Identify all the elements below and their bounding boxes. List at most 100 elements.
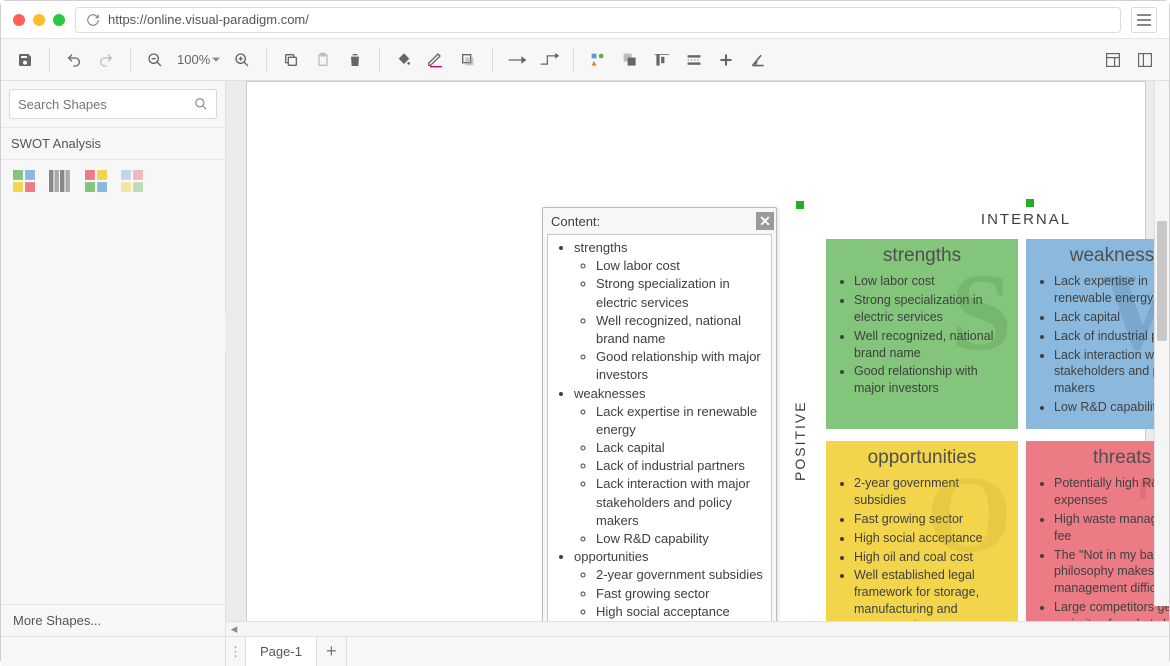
tree-item: Lack of industrial partners: [596, 457, 769, 475]
quadrant-opportunities[interactable]: O opportunities 2-year government subsid…: [826, 441, 1018, 621]
category-label[interactable]: SWOT Analysis: [1, 127, 225, 160]
chevron-down-icon: [212, 56, 220, 64]
fill-color-button[interactable]: [390, 46, 418, 74]
swot-shape-1[interactable]: [13, 170, 35, 192]
distribute-button[interactable]: [680, 46, 708, 74]
minimize-window-icon[interactable]: [33, 14, 45, 26]
shape-palette: [1, 160, 225, 202]
vertical-scrollbar-thumb[interactable]: [1157, 221, 1167, 341]
menu-icon[interactable]: [1131, 7, 1157, 33]
list-strengths: Low labor costStrong specialization in e…: [836, 273, 1008, 397]
quadrant-threats[interactable]: T threats Potentially high R&D expensesH…: [1026, 441, 1169, 621]
tree-item: High social acceptance: [596, 603, 769, 621]
tree-item: Fast growing sector: [596, 585, 769, 603]
to-front-button[interactable]: [616, 46, 644, 74]
quadrant-weaknesses[interactable]: W weaknesses Lack expertise in renewable…: [1026, 239, 1169, 429]
scroll-left-icon[interactable]: ◂: [228, 623, 240, 635]
list-item: The "Not in my backyard" philosophy make…: [1054, 547, 1169, 598]
tree-item: Good relationship with major investors: [596, 348, 769, 384]
more-shapes-button[interactable]: More Shapes...: [1, 604, 225, 636]
axis-positive: POSITIVE: [792, 241, 808, 621]
undo-button[interactable]: [60, 46, 88, 74]
title-strengths: strengths: [836, 245, 1008, 267]
delete-button[interactable]: [341, 46, 369, 74]
list-item: Lack capital: [1054, 309, 1169, 326]
shapes-sidebar: SWOT Analysis More Shapes...: [1, 81, 226, 636]
line-color-button[interactable]: [422, 46, 450, 74]
selection-handle[interactable]: [796, 201, 804, 209]
list-opportunities: 2-year government subsidiesFast growing …: [836, 475, 1008, 621]
paste-button[interactable]: [309, 46, 337, 74]
window-titlebar: https://online.visual-paradigm.com/: [1, 1, 1169, 39]
search-input[interactable]: [18, 97, 194, 112]
copy-button[interactable]: [277, 46, 305, 74]
list-item: Lack of industrial partners: [1054, 328, 1169, 345]
list-item: Lack interaction with major stakeholders…: [1054, 347, 1169, 398]
swot-shape-2[interactable]: [49, 170, 71, 192]
format-panel-button[interactable]: [1099, 46, 1127, 74]
tree-item: Lack interaction with major stakeholders…: [596, 475, 769, 530]
list-weaknesses: Lack expertise in renewable energy Lack c…: [1036, 273, 1169, 416]
swot-shape-4[interactable]: [121, 170, 143, 192]
list-item: Low R&D capability: [1054, 399, 1169, 416]
tab-menu-icon[interactable]: ⋮: [226, 637, 246, 666]
search-shapes[interactable]: [9, 89, 217, 119]
list-item: Good relationship with major investors: [854, 363, 1008, 397]
tree-item: Well recognized, national brand name: [596, 312, 769, 348]
quadrant-strengths[interactable]: S strengths Low labor costStrong special…: [826, 239, 1018, 429]
zoom-in-button[interactable]: [228, 46, 256, 74]
list-item: Lack expertise in renewable energy: [1054, 273, 1169, 307]
swot-shape-3[interactable]: [85, 170, 107, 192]
insert-button[interactable]: [584, 46, 612, 74]
tree-item: Low labor cost: [596, 257, 769, 275]
redo-button[interactable]: [92, 46, 120, 74]
canvas[interactable]: INTERNAL EXTERNAL POSITIVE NEGATIVE S st…: [226, 81, 1169, 621]
list-item: High social acceptance: [854, 530, 1008, 547]
selection-handle[interactable]: [1026, 199, 1034, 207]
panel-body[interactable]: strengthsLow labor costStrong specializa…: [547, 234, 772, 621]
main-area: SWOT Analysis More Shapes... INTERNAL EX…: [1, 81, 1169, 636]
content-panel[interactable]: Content: ✕ strengthsLow labor costStrong…: [542, 207, 777, 621]
traffic-lights: [13, 14, 65, 26]
angle-button[interactable]: [744, 46, 772, 74]
zoom-level[interactable]: 100%: [173, 52, 224, 67]
save-button[interactable]: [11, 46, 39, 74]
outline-panel-button[interactable]: [1131, 46, 1159, 74]
main-toolbar: 100%: [1, 39, 1169, 81]
tree-section: opportunities2-year government subsidies…: [574, 548, 769, 621]
tree-item: Lack expertise in renewable energy: [596, 403, 769, 439]
waypoints-button[interactable]: [535, 46, 563, 74]
list-item: High waste management fee: [1054, 511, 1169, 545]
close-window-icon[interactable]: [13, 14, 25, 26]
list-item: Fast growing sector: [854, 511, 1008, 528]
tree-item: Strong specialization in electric servic…: [596, 275, 769, 311]
url-text: https://online.visual-paradigm.com/: [108, 12, 309, 27]
vertical-scrollbar[interactable]: [1154, 81, 1169, 606]
tree-section: weaknessesLack expertise in renewable en…: [574, 385, 769, 549]
address-bar[interactable]: https://online.visual-paradigm.com/: [75, 7, 1121, 33]
tree-item: Low R&D capability: [596, 530, 769, 548]
content-tree: strengthsLow labor costStrong specializa…: [550, 239, 769, 621]
zoom-out-button[interactable]: [141, 46, 169, 74]
tree-item: Lack capital: [596, 439, 769, 457]
panel-close-button[interactable]: ✕: [756, 212, 774, 230]
title-weaknesses: weaknesses: [1036, 245, 1169, 267]
list-item: Well established legal framework for sto…: [854, 567, 1008, 621]
maximize-window-icon[interactable]: [53, 14, 65, 26]
search-icon: [194, 97, 208, 111]
add-button[interactable]: [712, 46, 740, 74]
tree-item: 2-year government subsidies: [596, 566, 769, 584]
align-button[interactable]: [648, 46, 676, 74]
add-page-button[interactable]: +: [317, 637, 347, 666]
title-opportunities: opportunities: [836, 447, 1008, 469]
shadow-button[interactable]: [454, 46, 482, 74]
title-threats: threats: [1036, 447, 1169, 469]
reload-icon: [86, 13, 100, 27]
connection-button[interactable]: [503, 46, 531, 74]
list-item: Low labor cost: [854, 273, 1008, 290]
panel-title: Content:: [551, 214, 600, 229]
horizontal-scrollbar[interactable]: ◂: [226, 621, 1169, 636]
list-item: High oil and coal cost: [854, 549, 1008, 566]
page-tabs: ⋮ Page-1 +: [1, 636, 1169, 666]
page-tab[interactable]: Page-1: [246, 637, 317, 666]
